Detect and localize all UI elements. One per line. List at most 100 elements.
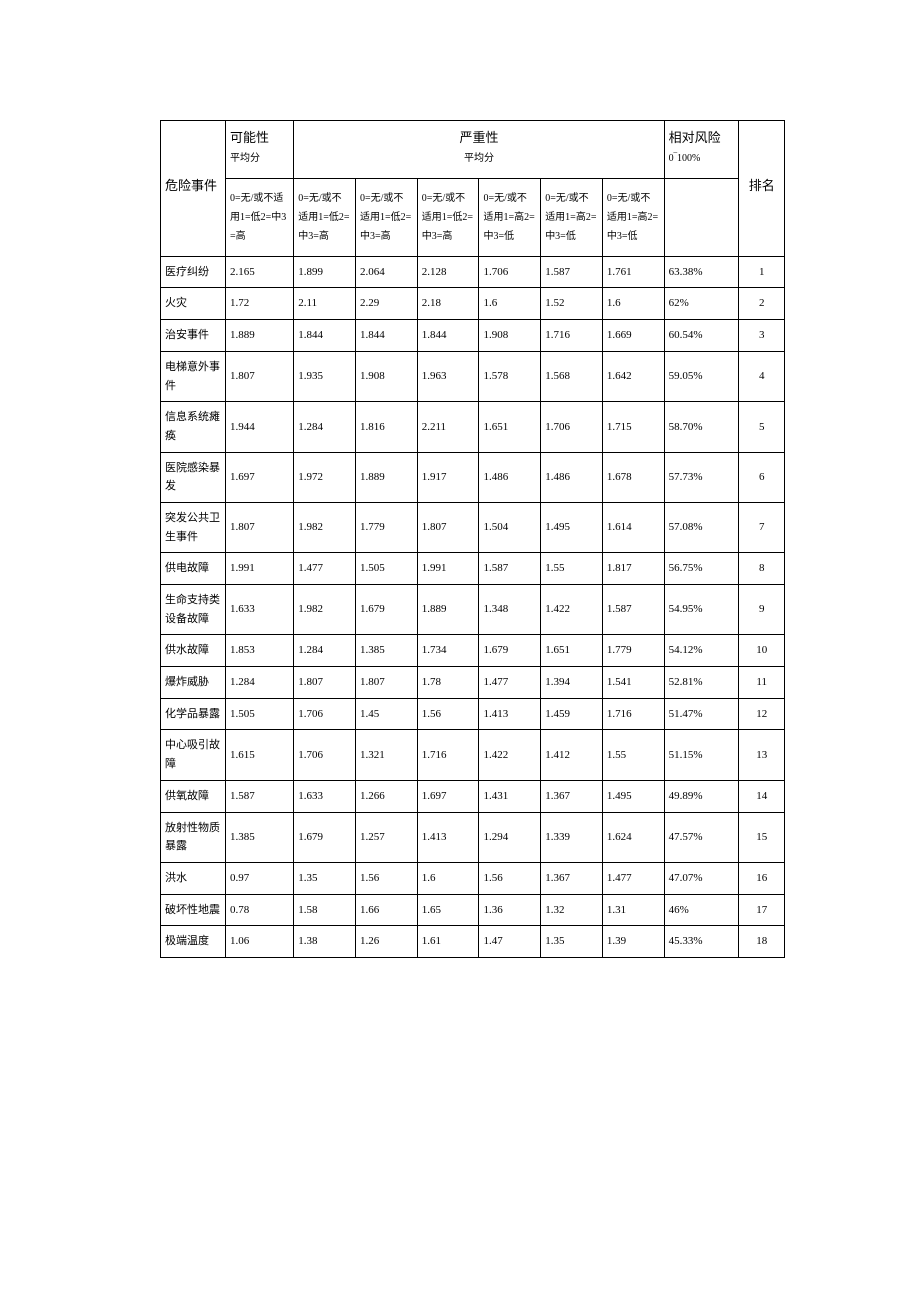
cell-s1: 1.706 [294,730,356,780]
header-risk-sub: 0‾100% [669,153,701,164]
cell-risk: 58.70% [664,402,739,452]
cell-risk: 51.47% [664,698,739,730]
cell-risk: 57.08% [664,502,739,552]
cell-rank: 13 [739,730,785,780]
header-scale-sev-3: 0=无/或不适用1=低2=中3=高 [417,178,479,256]
cell-s2: 2.064 [355,256,417,288]
cell-s5: 1.35 [541,926,603,958]
header-scale-sev-5: 0=无/或不适用1=高2=中3=低 [541,178,603,256]
cell-s2: 2.29 [355,288,417,320]
cell-s4: 1.431 [479,780,541,812]
table-row: 供水故障1.8531.2841.3851.7341.6791.6511.7795… [161,635,785,667]
table-row: 火灾1.722.112.292.181.61.521.662%2 [161,288,785,320]
cell-s2: 1.844 [355,320,417,352]
cell-s6: 1.716 [602,698,664,730]
cell-s3: 1.413 [417,812,479,862]
cell-s6: 1.624 [602,812,664,862]
cell-s3: 1.61 [417,926,479,958]
cell-s3: 1.889 [417,585,479,635]
cell-s6: 1.587 [602,585,664,635]
cell-s4: 1.56 [479,862,541,894]
table-row: 生命支持类设备故障1.6331.9821.6791.8891.3481.4221… [161,585,785,635]
cell-s4: 1.348 [479,585,541,635]
cell-s5: 1.651 [541,635,603,667]
cell-s2: 1.385 [355,635,417,667]
header-relative-risk: 相对风险 0‾100% [664,121,739,179]
cell-s5: 1.394 [541,667,603,699]
table-row: 中心吸引故障1.6151.7061.3211.7161.4221.4121.55… [161,730,785,780]
cell-s1: 1.58 [294,894,356,926]
cell-rank: 10 [739,635,785,667]
cell-s4: 1.486 [479,452,541,502]
cell-rank: 9 [739,585,785,635]
header-severity-main: 严重性 [298,127,659,149]
cell-s4: 1.413 [479,698,541,730]
cell-s3: 1.78 [417,667,479,699]
cell-prob: 1.385 [226,812,294,862]
cell-s3: 1.963 [417,351,479,401]
cell-event: 供电故障 [161,553,226,585]
cell-s6: 1.642 [602,351,664,401]
header-scale-sev-2: 0=无/或不适用1=低2=中3=高 [355,178,417,256]
cell-s5: 1.367 [541,862,603,894]
cell-s4: 1.706 [479,256,541,288]
table-body: 医疗纠纷2.1651.8992.0642.1281.7061.5871.7616… [161,256,785,957]
cell-prob: 1.807 [226,502,294,552]
cell-risk: 62% [664,288,739,320]
cell-s1: 2.11 [294,288,356,320]
header-risk-empty [664,178,739,256]
cell-risk: 57.73% [664,452,739,502]
cell-risk: 47.07% [664,862,739,894]
cell-prob: 1.06 [226,926,294,958]
cell-s1: 1.633 [294,780,356,812]
cell-s1: 1.844 [294,320,356,352]
header-risk-main: 相对风险 [669,127,735,149]
cell-s3: 1.844 [417,320,479,352]
cell-s5: 1.367 [541,780,603,812]
cell-prob: 0.97 [226,862,294,894]
cell-rank: 17 [739,894,785,926]
cell-risk: 63.38% [664,256,739,288]
cell-s6: 1.614 [602,502,664,552]
cell-s1: 1.706 [294,698,356,730]
cell-s2: 1.257 [355,812,417,862]
cell-s5: 1.706 [541,402,603,452]
cell-s2: 1.779 [355,502,417,552]
cell-s5: 1.422 [541,585,603,635]
cell-s1: 1.972 [294,452,356,502]
cell-s2: 1.266 [355,780,417,812]
cell-s1: 1.38 [294,926,356,958]
header-scale-sev-6: 0=无/或不适用1=高2=中3=低 [602,178,664,256]
cell-s4: 1.587 [479,553,541,585]
cell-s6: 1.669 [602,320,664,352]
cell-s6: 1.39 [602,926,664,958]
cell-risk: 56.75% [664,553,739,585]
cell-prob: 1.284 [226,667,294,699]
cell-rank: 8 [739,553,785,585]
header-probability-sub: 平均分 [230,153,260,164]
cell-prob: 1.889 [226,320,294,352]
cell-s1: 1.982 [294,502,356,552]
cell-event: 爆炸威胁 [161,667,226,699]
cell-risk: 59.05% [664,351,739,401]
cell-event: 火灾 [161,288,226,320]
cell-prob: 1.807 [226,351,294,401]
table-row: 医院感染暴发1.6971.9721.8891.9171.4861.4861.67… [161,452,785,502]
cell-s6: 1.779 [602,635,664,667]
cell-s2: 1.816 [355,402,417,452]
cell-s3: 1.991 [417,553,479,585]
cell-s2: 1.45 [355,698,417,730]
table-row: 突发公共卫生事件1.8071.9821.7791.8071.5041.4951.… [161,502,785,552]
cell-s5: 1.459 [541,698,603,730]
cell-s2: 1.66 [355,894,417,926]
cell-s5: 1.339 [541,812,603,862]
table-row: 供电故障1.9911.4771.5051.9911.5871.551.81756… [161,553,785,585]
cell-s1: 1.477 [294,553,356,585]
cell-s2: 1.889 [355,452,417,502]
cell-s4: 1.908 [479,320,541,352]
header-event-label: 危险事件 [165,175,221,197]
header-event: 危险事件 [161,121,226,257]
cell-s4: 1.504 [479,502,541,552]
header-scale-sev-4: 0=无/或不适用1=高2=中3=低 [479,178,541,256]
cell-event: 供氧故障 [161,780,226,812]
